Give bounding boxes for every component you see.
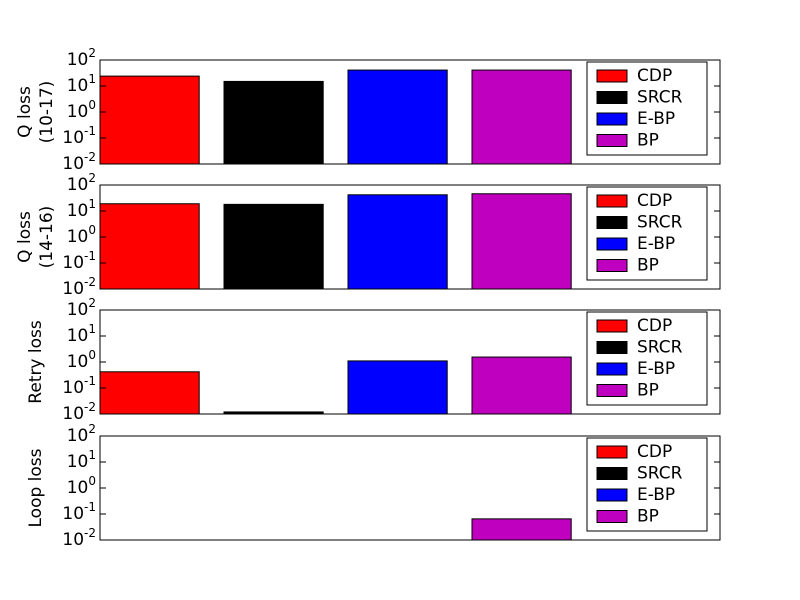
y-axis-label: Retry loss: [26, 320, 46, 404]
y-axis-label: Q loss: [15, 86, 35, 138]
y-tick-label: 10-1: [62, 124, 96, 149]
legend-swatch: [596, 384, 628, 397]
legend-label: E-BP: [637, 485, 675, 505]
legend-label: CDP: [637, 191, 672, 211]
y-tick-label: 100: [67, 474, 96, 499]
legend-swatch: [596, 319, 628, 333]
bar: [347, 360, 448, 415]
legend-swatch: [596, 467, 628, 480]
y-axis-label: (14-16): [37, 206, 57, 269]
legend-label: E-BP: [637, 109, 675, 129]
y-tick-label: 10-2: [62, 275, 96, 300]
legend-swatch: [596, 362, 628, 376]
legend-label: BP: [637, 256, 659, 276]
bar: [99, 75, 200, 165]
legend-swatch: [596, 510, 628, 523]
legend-label: E-BP: [637, 234, 675, 254]
y-axis-label: (10-17): [37, 81, 57, 144]
y-tick-label: 100: [67, 348, 96, 373]
legend-label: SRCR: [637, 88, 683, 108]
legend-swatch: [596, 237, 628, 251]
y-tick-label: 10-2: [62, 150, 96, 175]
legend-swatch: [596, 488, 628, 502]
y-tick-label: 101: [67, 448, 96, 473]
bar: [347, 69, 448, 165]
legend-label: BP: [637, 381, 659, 401]
y-tick-label: 10-2: [62, 526, 96, 551]
bar: [471, 518, 572, 541]
legend-swatch: [596, 216, 628, 229]
legend-label: CDP: [637, 66, 672, 86]
legend-swatch: [596, 112, 628, 126]
legend-swatch: [596, 134, 628, 147]
y-tick-label: 10-1: [62, 249, 96, 274]
bar: [471, 356, 572, 415]
legend-label: E-BP: [637, 359, 675, 379]
y-tick-label: 10-1: [62, 374, 96, 399]
legend-label: CDP: [637, 316, 672, 336]
legend-label: BP: [637, 131, 659, 151]
legend-swatch: [596, 91, 628, 104]
legend-swatch: [596, 194, 628, 208]
legend-label: SRCR: [637, 213, 683, 233]
y-axis-label: Q loss: [15, 211, 35, 263]
y-tick-label: 102: [67, 171, 96, 196]
bar: [223, 80, 324, 165]
legend-swatch: [596, 69, 628, 83]
legend-label: BP: [637, 507, 659, 527]
legend-swatch: [596, 445, 628, 459]
legend-swatch: [596, 341, 628, 354]
y-tick-label: 102: [67, 422, 96, 447]
y-tick-label: 10-2: [62, 400, 96, 425]
bar: [223, 203, 324, 290]
bar: [471, 69, 572, 165]
y-tick-label: 100: [67, 98, 96, 123]
y-tick-label: 101: [67, 322, 96, 347]
y-tick-label: 102: [67, 46, 96, 71]
y-tick-label: 10-1: [62, 500, 96, 525]
y-tick-label: 102: [67, 296, 96, 321]
legend-swatch: [596, 259, 628, 272]
bar: [99, 203, 200, 290]
bar: [471, 193, 572, 290]
y-tick-label: 101: [67, 72, 96, 97]
legend-label: CDP: [637, 442, 672, 462]
y-axis-label: Loop loss: [26, 448, 46, 527]
bar: [99, 371, 200, 415]
legend-label: SRCR: [637, 338, 683, 358]
legend-label: SRCR: [637, 464, 683, 484]
bar: [347, 194, 448, 290]
y-tick-label: 101: [67, 197, 96, 222]
y-tick-label: 100: [67, 223, 96, 248]
